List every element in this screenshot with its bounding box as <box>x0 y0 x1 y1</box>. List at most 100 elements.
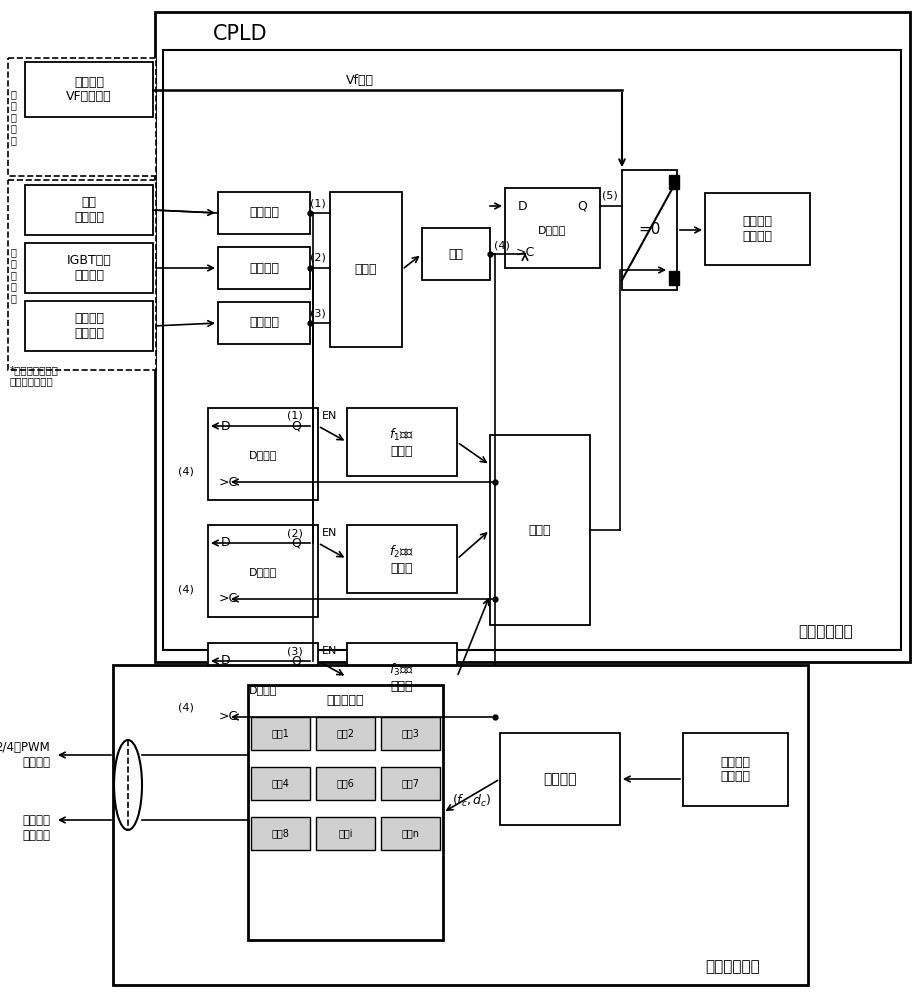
Text: (1): (1) <box>310 198 325 208</box>
Text: IGBT故障
检测电路: IGBT故障 检测电路 <box>66 254 111 282</box>
Text: 滤波处理: 滤波处理 <box>249 316 278 330</box>
Text: D触发器: D触发器 <box>248 450 277 460</box>
Text: $f_1$频率
发生器: $f_1$频率 发生器 <box>389 426 414 458</box>
Text: D: D <box>221 654 231 668</box>
Polygon shape <box>668 175 678 189</box>
Text: 信
号
量
端
口: 信 号 量 端 口 <box>11 247 17 303</box>
Bar <box>682 733 788 806</box>
Text: 直流过压
检测电路: 直流过压 检测电路 <box>74 312 104 340</box>
Text: 指令n: 指令n <box>401 828 419 838</box>
Bar <box>315 767 375 800</box>
Text: $f_2$频率
发生器: $f_2$频率 发生器 <box>389 543 414 575</box>
Bar <box>251 717 310 750</box>
Text: Q: Q <box>576 200 586 213</box>
Bar <box>25 185 153 235</box>
Text: D: D <box>221 536 231 550</box>
Text: 状态表查询: 状态表查询 <box>326 694 364 708</box>
Text: (4): (4) <box>178 702 194 712</box>
Text: 指令2: 指令2 <box>336 728 354 738</box>
Text: (4): (4) <box>178 584 194 594</box>
Bar <box>499 733 619 825</box>
Text: 指令7: 指令7 <box>401 778 419 788</box>
Polygon shape <box>668 271 678 285</box>
Bar <box>251 767 310 800</box>
Text: D: D <box>517 200 528 213</box>
Bar <box>8 180 156 370</box>
Bar <box>490 435 589 625</box>
Bar <box>330 192 402 347</box>
Bar <box>25 301 153 351</box>
Text: 频率检测: 频率检测 <box>542 772 576 786</box>
Text: (3): (3) <box>287 646 302 656</box>
Text: CPLD: CPLD <box>212 24 267 44</box>
Bar <box>315 717 375 750</box>
Text: 2/4路PWM
脉冲输出: 2/4路PWM 脉冲输出 <box>0 741 50 769</box>
Bar <box>218 302 310 344</box>
Text: (3): (3) <box>310 308 325 318</box>
Text: 滤波处理: 滤波处理 <box>249 261 278 274</box>
Bar <box>380 767 439 800</box>
Text: 指令8: 指令8 <box>271 828 289 838</box>
Bar <box>380 817 439 850</box>
Text: D: D <box>221 420 231 432</box>
Text: 指令4: 指令4 <box>271 778 289 788</box>
Text: 模
拟
量
端
口: 模 拟 量 端 口 <box>11 89 17 145</box>
Text: Q: Q <box>290 536 301 550</box>
Bar <box>346 643 457 711</box>
Text: (4): (4) <box>494 240 509 250</box>
Bar <box>251 817 310 850</box>
Text: $(f_c, d_c)$: $(f_c, d_c)$ <box>451 792 491 809</box>
Text: 旁路机构
驱动脉冲: 旁路机构 驱动脉冲 <box>22 814 50 842</box>
Text: >C: >C <box>218 476 237 488</box>
Text: 光纤发送
接口电路: 光纤发送 接口电路 <box>742 215 772 243</box>
Text: (1): (1) <box>287 411 302 421</box>
Text: 或运算: 或运算 <box>355 263 377 276</box>
Text: EN: EN <box>322 646 337 656</box>
Text: D触发器: D触发器 <box>538 225 566 235</box>
Bar <box>505 188 599 268</box>
Bar <box>25 62 153 117</box>
Text: (4): (4) <box>178 467 194 477</box>
Text: 数据接收模块: 数据接收模块 <box>705 960 759 974</box>
Text: *检测电路输出高
电平为故障状态: *检测电路输出高 电平为故障状态 <box>10 365 59 387</box>
Bar <box>208 643 318 735</box>
Bar <box>208 525 318 617</box>
Text: =0: =0 <box>638 223 660 237</box>
Bar <box>704 193 809 265</box>
Bar <box>154 12 909 662</box>
Text: Vf脉冲: Vf脉冲 <box>346 74 374 87</box>
Bar <box>422 228 490 280</box>
Text: Q: Q <box>290 654 301 668</box>
Text: EN: EN <box>322 528 337 538</box>
Bar <box>25 243 153 293</box>
Text: 或运算: 或运算 <box>528 524 550 536</box>
Text: 滤波处理: 滤波处理 <box>249 207 278 220</box>
Text: >C: >C <box>515 246 534 259</box>
Text: (2): (2) <box>287 528 302 538</box>
Text: >C: >C <box>218 592 237 605</box>
Bar <box>208 408 318 500</box>
Text: D触发器: D触发器 <box>248 567 277 577</box>
Bar <box>380 717 439 750</box>
Text: D触发器: D触发器 <box>248 685 277 695</box>
Bar <box>218 247 310 289</box>
Text: 数据发送模块: 数据发送模块 <box>798 624 853 640</box>
Text: 指令i: 指令i <box>338 828 352 838</box>
Text: 延时: 延时 <box>448 247 463 260</box>
Text: 直流电压
VF转换电路: 直流电压 VF转换电路 <box>66 76 112 104</box>
Text: Q: Q <box>290 420 301 432</box>
Bar <box>163 50 900 650</box>
Bar <box>621 170 676 290</box>
Bar <box>113 665 807 985</box>
Text: (2): (2) <box>310 253 325 263</box>
Bar <box>346 408 457 476</box>
Bar <box>346 525 457 593</box>
Text: 过温
检测电路: 过温 检测电路 <box>74 196 104 224</box>
Text: EN: EN <box>322 411 337 421</box>
Text: 指令3: 指令3 <box>401 728 419 738</box>
Bar <box>218 192 310 234</box>
Bar <box>8 58 156 176</box>
Text: 指令1: 指令1 <box>271 728 289 738</box>
Text: 指令6: 指令6 <box>336 778 354 788</box>
Text: (5): (5) <box>601 191 618 201</box>
